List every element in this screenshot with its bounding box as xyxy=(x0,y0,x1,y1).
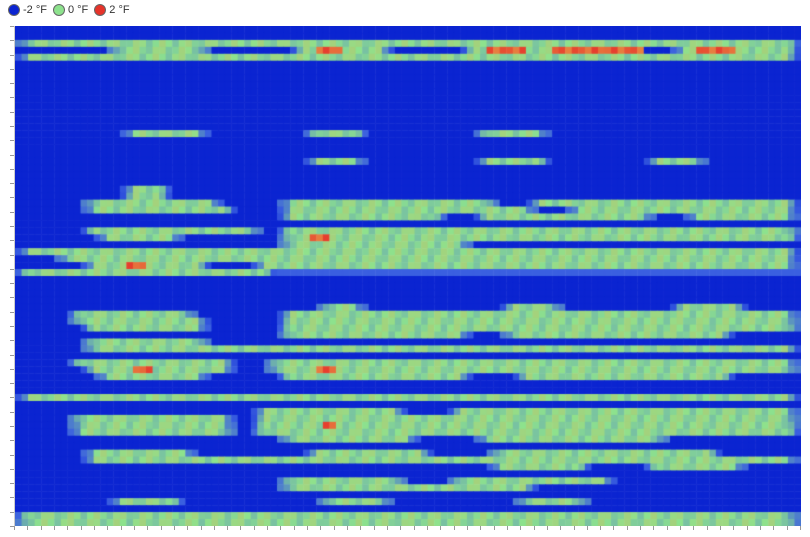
legend-item-pos2: 2 °F xyxy=(94,4,129,16)
chart-container: -2 °F 0 °F 2 °F xyxy=(0,0,810,537)
heatmap-canvas xyxy=(15,26,801,526)
legend-swatch xyxy=(94,4,106,16)
x-axis-ticks xyxy=(14,526,800,532)
legend-label: 0 °F xyxy=(68,4,88,16)
legend-label: 2 °F xyxy=(109,4,129,16)
legend-item-zero: 0 °F xyxy=(53,4,88,16)
legend-swatch xyxy=(53,4,65,16)
y-axis-ticks xyxy=(10,26,14,526)
legend: -2 °F 0 °F 2 °F xyxy=(8,4,130,16)
heatmap-plot-area xyxy=(14,26,800,526)
legend-swatch xyxy=(8,4,20,16)
legend-label: -2 °F xyxy=(23,4,47,16)
legend-item-neg2: -2 °F xyxy=(8,4,47,16)
